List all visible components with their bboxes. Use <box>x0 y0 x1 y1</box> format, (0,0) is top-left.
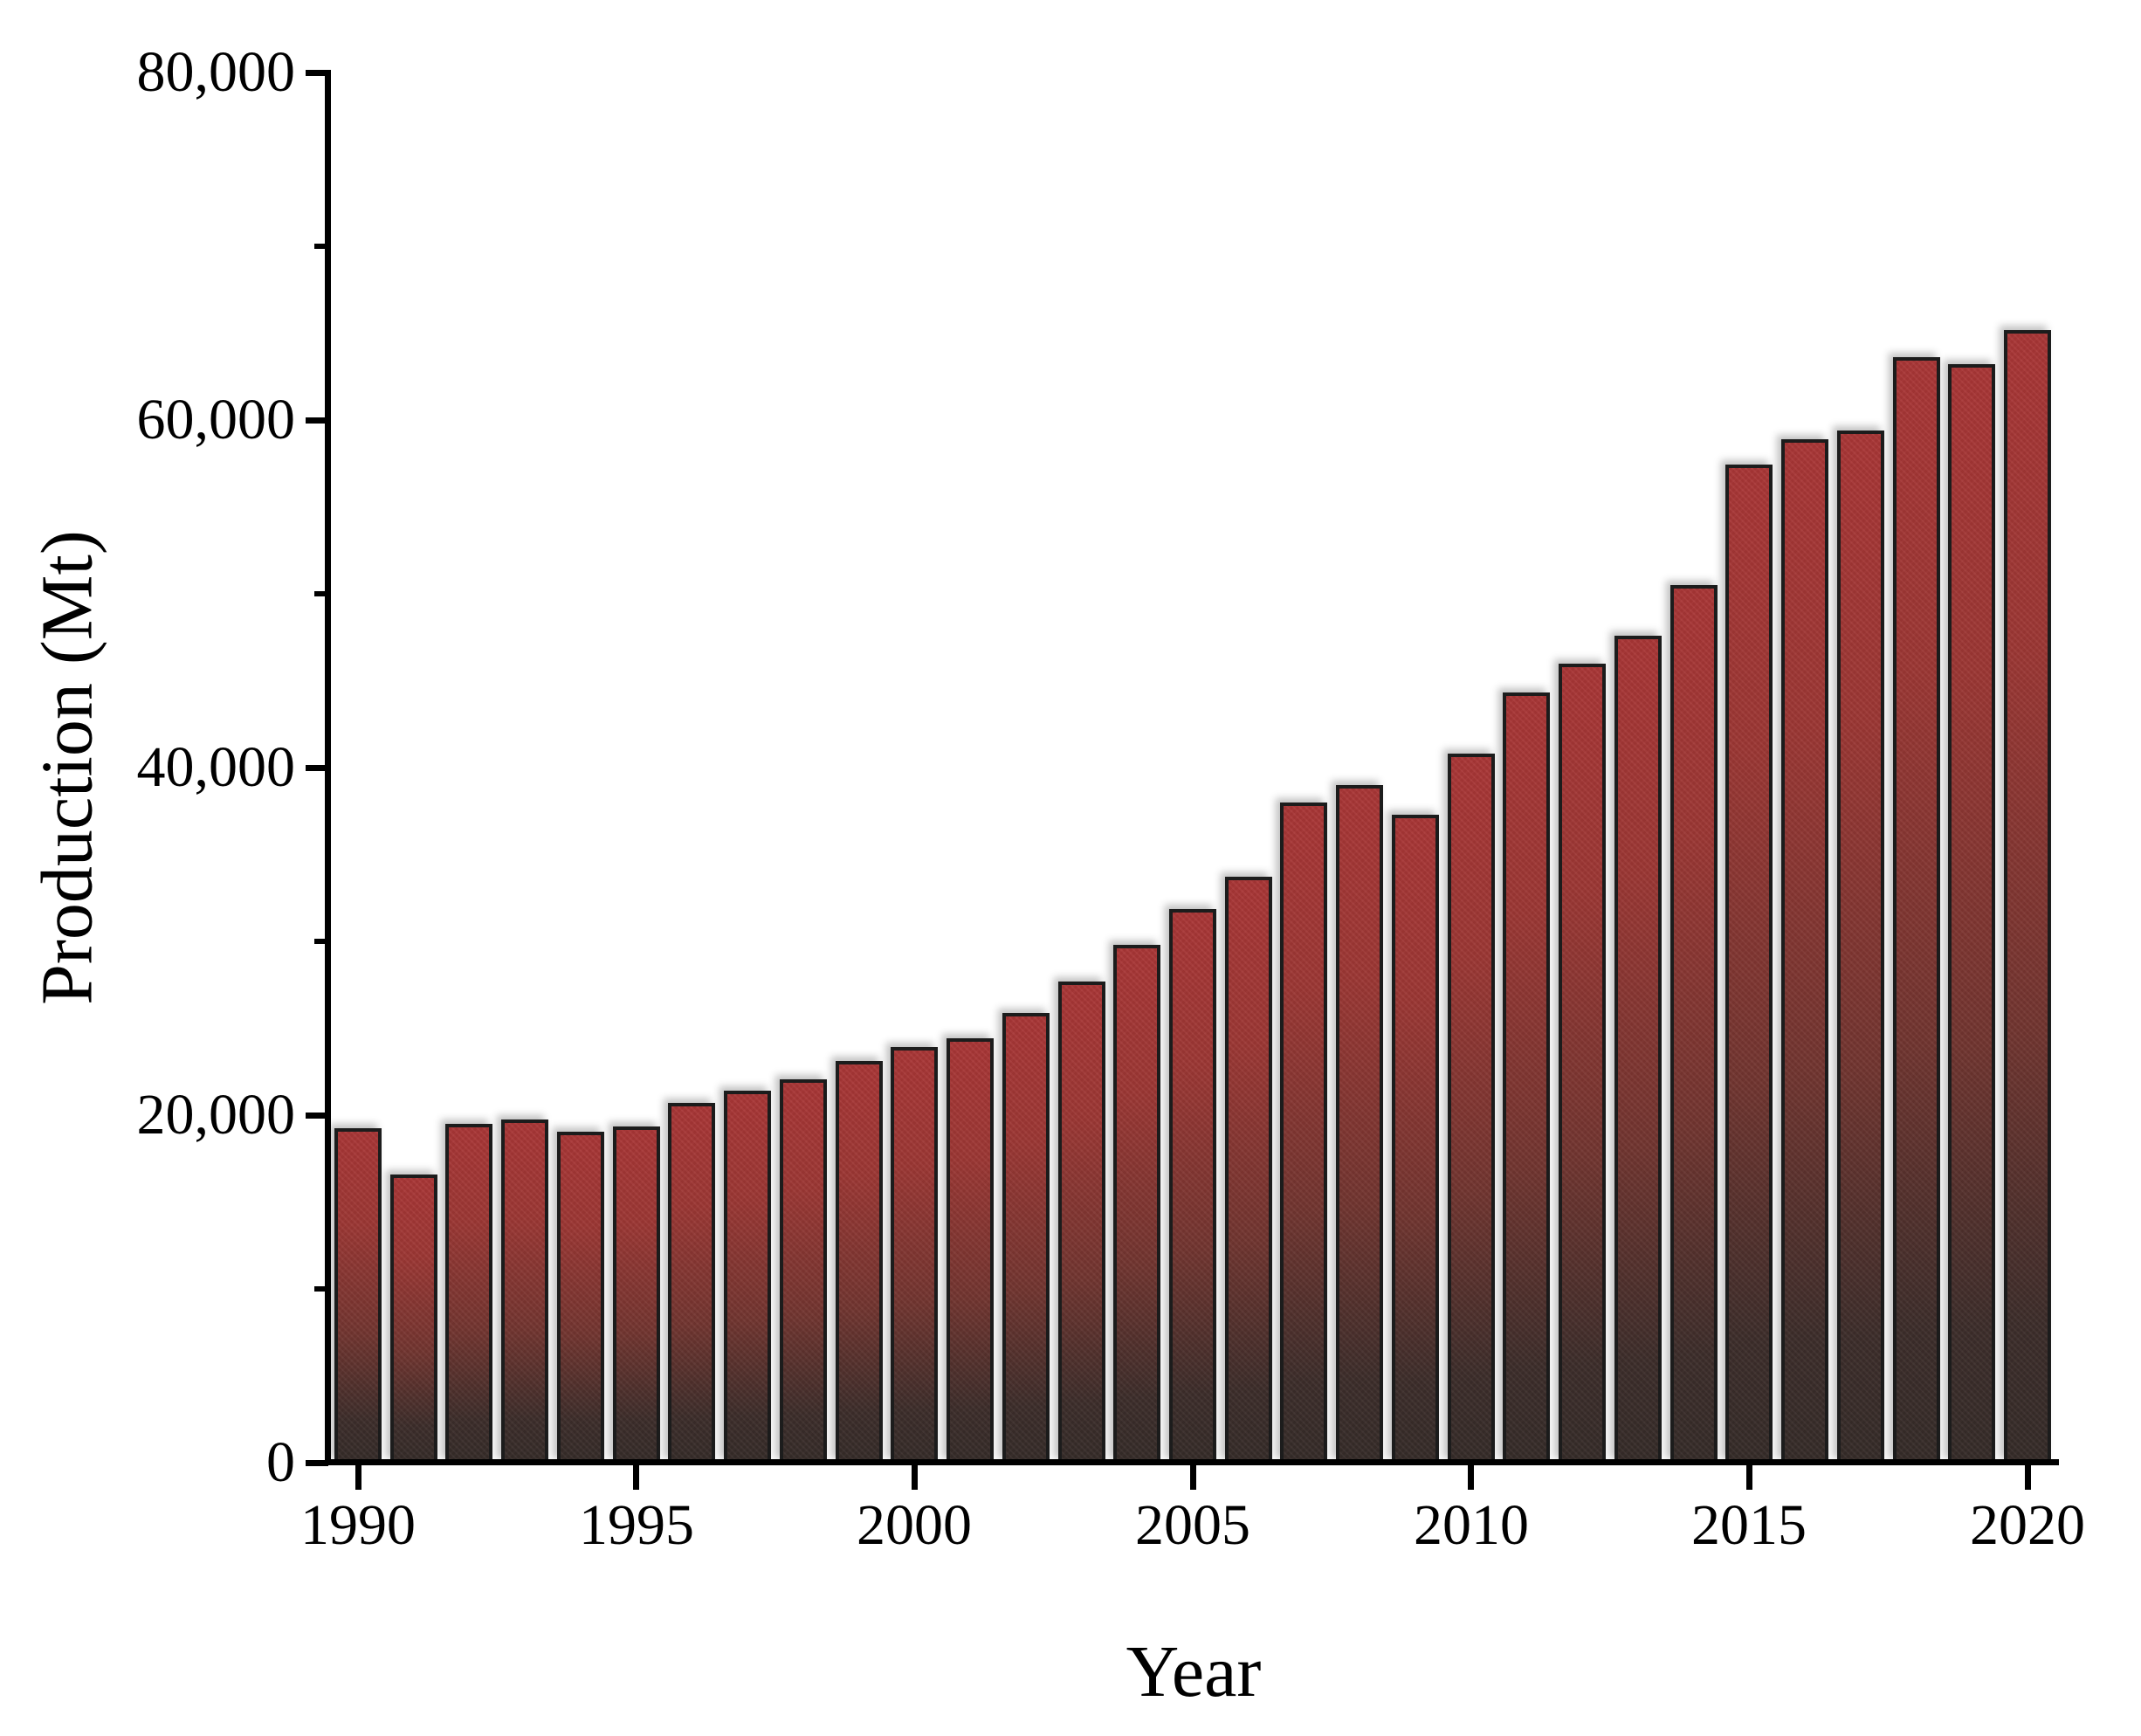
y-axis-minor-tick <box>314 244 328 249</box>
bar-2019 <box>1948 364 1995 1463</box>
y-axis-major-tick <box>306 765 328 771</box>
bar-1991 <box>390 1175 437 1463</box>
y-tick-label: 0 <box>266 1430 295 1494</box>
x-axis-tick <box>1746 1465 1752 1490</box>
bar-2011 <box>1503 692 1550 1463</box>
x-tick-label: 2020 <box>1970 1493 2085 1557</box>
bar-2000 <box>891 1047 938 1463</box>
y-tick-label: 80,000 <box>136 40 296 104</box>
y-axis-major-tick <box>306 417 328 424</box>
bar-2005 <box>1169 909 1216 1463</box>
bar-2002 <box>1002 1013 1050 1463</box>
x-tick-label: 2015 <box>1691 1493 1807 1557</box>
bar-2003 <box>1058 982 1105 1463</box>
y-tick-label: 60,000 <box>136 388 296 451</box>
x-axis-tick <box>1190 1465 1196 1490</box>
bar-1999 <box>836 1061 883 1463</box>
bar-2006 <box>1225 877 1272 1463</box>
x-axis-line <box>325 1459 2059 1465</box>
bar-1995 <box>613 1126 660 1463</box>
x-tick-label: 2010 <box>1414 1493 1529 1557</box>
bar-2014 <box>1670 585 1718 1463</box>
bar-2015 <box>1725 465 1773 1463</box>
bar-2008 <box>1336 785 1383 1463</box>
y-axis-major-tick <box>306 1113 328 1119</box>
bar-2009 <box>1392 815 1439 1463</box>
y-axis-major-tick <box>306 70 328 76</box>
y-axis-title: Production (Mt) <box>26 530 108 1005</box>
y-tick-label: 40,000 <box>136 735 296 799</box>
bar-1996 <box>668 1103 715 1463</box>
bar-2004 <box>1113 945 1160 1463</box>
bar-2007 <box>1280 803 1327 1463</box>
y-tick-label: 20,000 <box>136 1083 296 1147</box>
y-axis-major-tick <box>306 1460 328 1466</box>
bar-1994 <box>557 1132 604 1463</box>
x-tick-label: 1995 <box>579 1493 694 1557</box>
y-axis-line <box>325 70 331 1465</box>
x-tick-label: 2000 <box>857 1493 972 1557</box>
bar-2016 <box>1781 439 1828 1463</box>
x-axis-tick <box>355 1465 361 1490</box>
x-axis-title: Year <box>1126 1631 1262 1712</box>
y-axis-minor-tick <box>314 591 328 596</box>
bar-1990 <box>334 1128 382 1463</box>
bar-2017 <box>1837 431 1884 1463</box>
bar-2020 <box>2004 330 2051 1463</box>
y-axis-minor-tick <box>314 939 328 944</box>
bar-2012 <box>1559 664 1606 1463</box>
bar-1998 <box>780 1079 827 1463</box>
y-axis-minor-tick <box>314 1286 328 1292</box>
bar-2010 <box>1448 754 1495 1463</box>
bar-1997 <box>724 1091 771 1463</box>
bar-2001 <box>947 1038 994 1463</box>
bar-2018 <box>1893 357 1940 1463</box>
x-tick-label: 2005 <box>1135 1493 1250 1557</box>
x-axis-tick <box>2025 1465 2031 1490</box>
x-axis-tick <box>912 1465 918 1490</box>
x-axis-tick <box>633 1465 639 1490</box>
bar-1993 <box>501 1119 548 1463</box>
bar-1992 <box>445 1124 492 1463</box>
x-tick-label: 1990 <box>300 1493 416 1557</box>
bar-2013 <box>1614 636 1662 1463</box>
x-axis-tick <box>1468 1465 1474 1490</box>
